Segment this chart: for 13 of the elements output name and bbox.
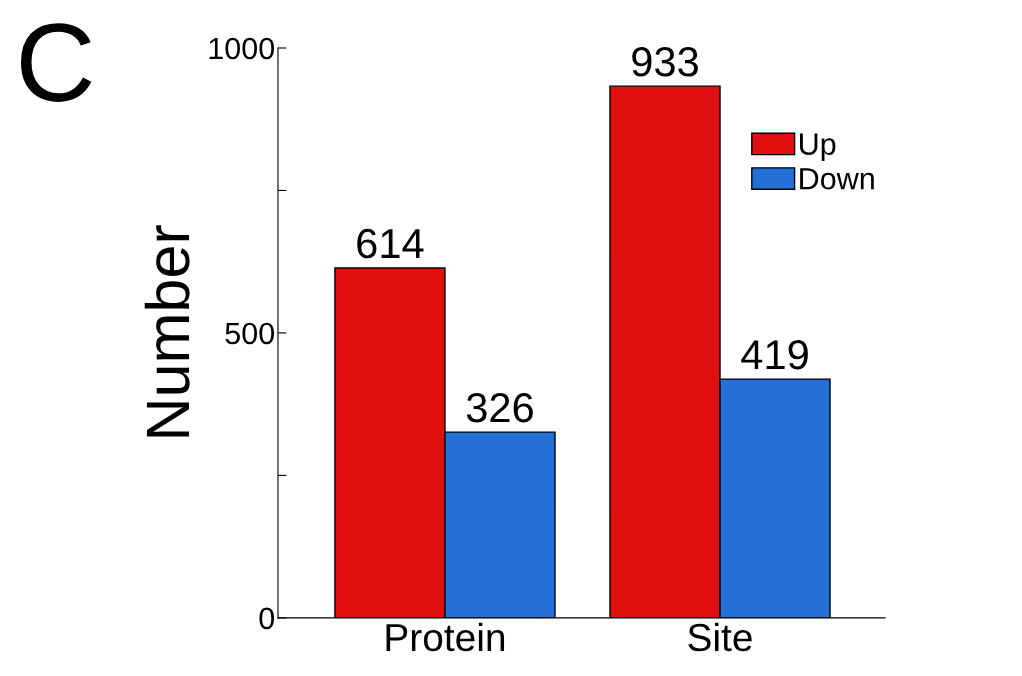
data-label: 419 (741, 339, 808, 370)
legend-label: Down (800, 168, 874, 190)
x-tick-label: Site (688, 622, 752, 652)
data-label: 933 (632, 47, 698, 77)
legend-label: Up (800, 133, 836, 161)
y-axis-title: Number (144, 225, 190, 437)
y-tick-label: 500 (225, 322, 275, 345)
data-label: 326 (466, 392, 533, 423)
x-tick-label: Protein (386, 622, 505, 652)
data-label: 614 (357, 228, 424, 259)
text: C (20, 23, 92, 102)
y-tick-label: 0 (259, 607, 275, 630)
y-tick-label: 1000 (209, 37, 275, 60)
